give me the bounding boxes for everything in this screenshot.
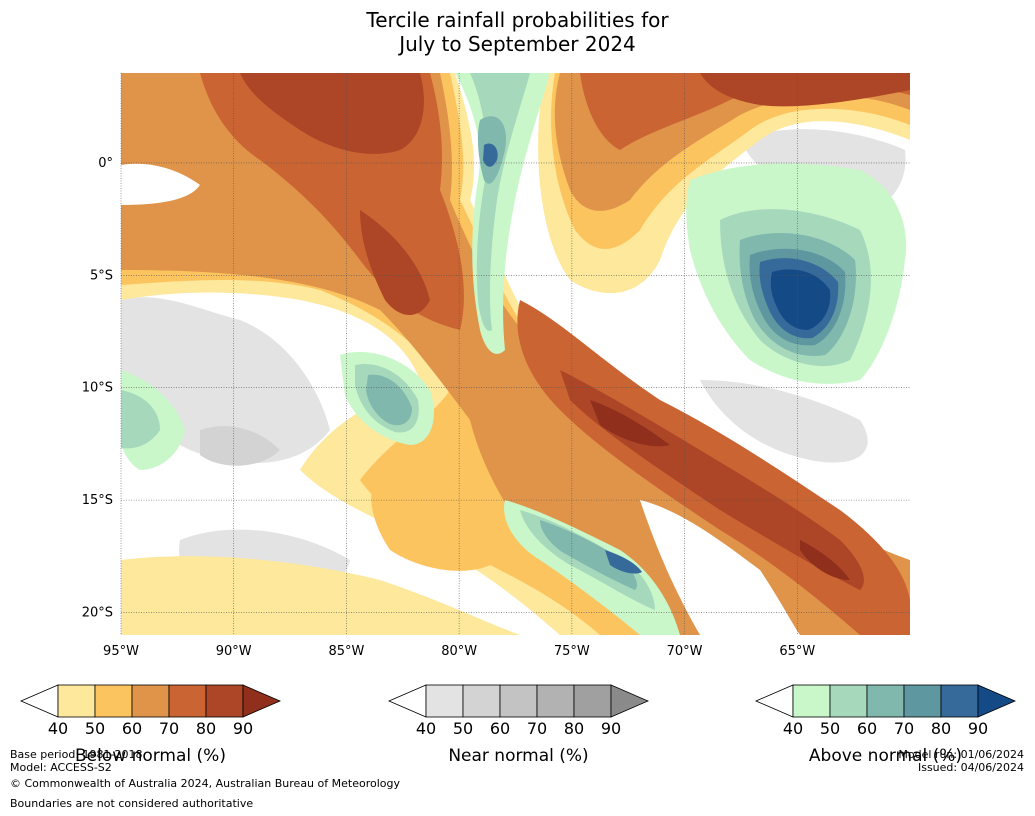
colorbar-tick-label: 90 [233,719,253,738]
probability-field [121,73,910,635]
colorbar-segment [425,684,464,718]
below-normal-80-northeast [700,73,910,107]
above-normal-east-90 [770,269,831,330]
title-line-1: Tercile rainfall probabilities for [366,8,669,32]
title-line-2: July to September 2024 [399,32,636,56]
copyright-text: © Commonwealth of Australia 2024, Austra… [10,777,400,790]
colorbar-tick-label: 40 [783,719,803,738]
below-normal-90 [590,400,670,447]
lon-tick-label: 95°W [103,644,139,659]
colorbar-1: 40 50 60 70 80 90 Below normal (%) [19,684,282,766]
colorbar-tick-label: 80 [564,719,584,738]
below-normal-40-south [121,556,520,635]
above-normal-south-60 [540,520,637,590]
colorbar-over-triangle [242,684,282,718]
colorbar-tick-label: 80 [931,719,951,738]
lat-tick-label: 10°S [82,381,113,396]
colorbar-title: Near normal (%) [448,746,588,766]
map-title: Tercile rainfall probabilities for July … [0,8,1035,56]
colorbar-segment [829,684,868,718]
below-normal-70-northeast [580,73,910,150]
colorbar-under-triangle [754,684,794,718]
colorbar-tick-label: 60 [857,719,877,738]
colorbar-under-triangle [387,684,427,718]
lon-tick-label: 80°W [441,644,477,659]
colorbar-segment [573,684,612,718]
colorbar-under-triangle [19,684,59,718]
colorbar-tick-label: 50 [85,719,105,738]
above-normal-north-80 [483,143,498,167]
colorbar-tick-label: 70 [159,719,179,738]
no-signal-region-south [640,500,800,635]
lat-tick-label: 5°S [90,268,113,283]
colorbar-segment [536,684,575,718]
colorbar-segment [940,684,979,718]
below-normal-90-south [800,540,850,580]
colorbars: 40 50 60 70 80 90 Below normal (%) 40 50 60 70 80 90… [19,684,1017,766]
colorbar-tick-label: 70 [527,719,547,738]
colorbar-title: Above normal (%) [809,746,962,766]
lon-tick-label: 70°W [667,644,703,659]
colorbar-tick-label: 80 [196,719,216,738]
boundaries-disclaimer: Boundaries are not considered authoritat… [10,797,254,810]
colorbar-segment [499,684,538,718]
above-normal-region-andes-north [455,73,550,354]
colorbar-over-triangle [610,684,650,718]
lon-tick-label: 75°W [554,644,590,659]
colorbar-tick-label: 60 [490,719,510,738]
above-normal-region-west [121,351,434,470]
longitude-labels: 95°W 90°W 85°W 80°W 75°W 70°W 65°W [103,644,815,659]
near-normal-region-east [700,380,868,463]
lat-tick-label: 0° [98,156,113,171]
above-normal-region-east [686,163,907,384]
colorbar-segment [168,684,207,718]
gridlines [120,73,910,635]
colorbar-segment [792,684,831,718]
latitude-labels: 0° 5°S 10°S 15°S 20°S [82,156,113,621]
colorbar-tick-label: 90 [601,719,621,738]
near-normal-region-west-core [200,426,280,466]
below-normal-80-central [360,210,430,315]
lat-tick-label: 20°S [82,606,113,621]
lat-tick-label: 15°S [82,493,113,508]
colorbar-tick-label: 60 [122,719,142,738]
lon-tick-label: 65°W [779,644,815,659]
above-normal-far-west-50 [121,390,160,449]
lon-tick-label: 85°W [328,644,364,659]
colorbar-tick-label: 40 [416,719,436,738]
model-text: Model: ACCESS-S2 [10,761,112,774]
colorbar-segment [903,684,942,718]
lon-tick-label: 90°W [216,644,252,659]
above-normal-west-60 [366,374,412,426]
below-normal-80 [240,73,424,154]
colorbar-tick-label: 50 [453,719,473,738]
colorbar-segment [94,684,133,718]
above-normal-north-50 [470,73,530,331]
colorbar-tick-label: 90 [968,719,988,738]
colorbar-3: 40 50 60 70 80 90 Above normal (%) [754,684,1017,766]
colorbar-segment [866,684,905,718]
colorbar-tick-label: 40 [48,719,68,738]
colorbar-over-triangle [977,684,1017,718]
colorbar-tick-label: 50 [820,719,840,738]
map-panel: 0° 5°S 10°S 15°S 20°S 95°W 90°W 85°W 80°W 75°W 70… [82,73,910,659]
colorbar-tick-label: 70 [894,719,914,738]
colorbar-segment [205,684,244,718]
colorbar-2: 40 50 60 70 80 90 Near normal (%) [387,684,650,766]
issued-text: Issued: 04/06/2024 [917,761,1024,774]
below-normal-50-south [371,470,500,571]
colorbar-segment [57,684,96,718]
no-signal-region-west [121,163,200,205]
colorbar-title: Below normal (%) [75,746,226,766]
above-normal-south-80 [605,550,642,574]
colorbar-segment [462,684,501,718]
base-period-text: Base period: 1981-2018 [10,748,143,761]
colorbar-segment [131,684,170,718]
model-run-text: Model run: 01/06/2024 [898,748,1024,761]
above-normal-region-andes-south [504,500,680,635]
